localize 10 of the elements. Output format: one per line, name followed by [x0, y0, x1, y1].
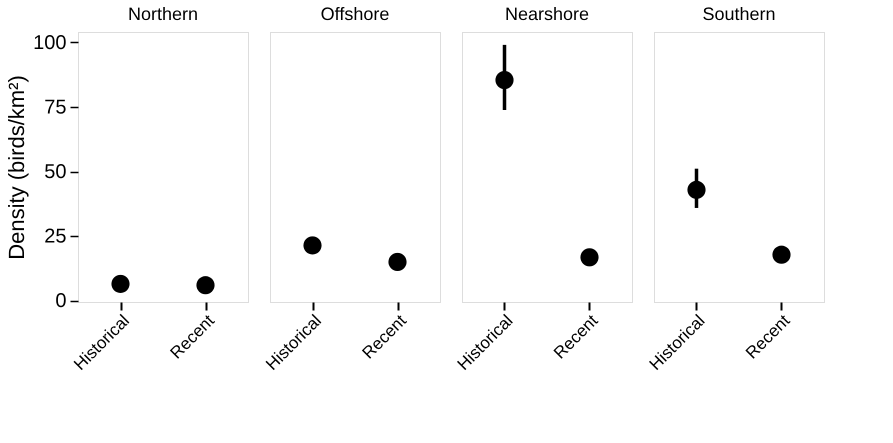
y-tick-label: 100 — [33, 32, 66, 54]
y-tick-label: 50 — [44, 161, 66, 184]
y-axis-title: Density (birds/km²) — [4, 75, 30, 260]
y-tick-label: 0 — [55, 290, 66, 312]
chart-title: Nearshore — [504, 4, 590, 24]
chart-title: Offshore — [320, 4, 390, 24]
y-tick-label: 25 — [44, 226, 66, 248]
y-tick-label: 75 — [44, 96, 66, 118]
chart-title: Northern — [128, 4, 198, 24]
chart-title: Southern — [702, 4, 776, 24]
